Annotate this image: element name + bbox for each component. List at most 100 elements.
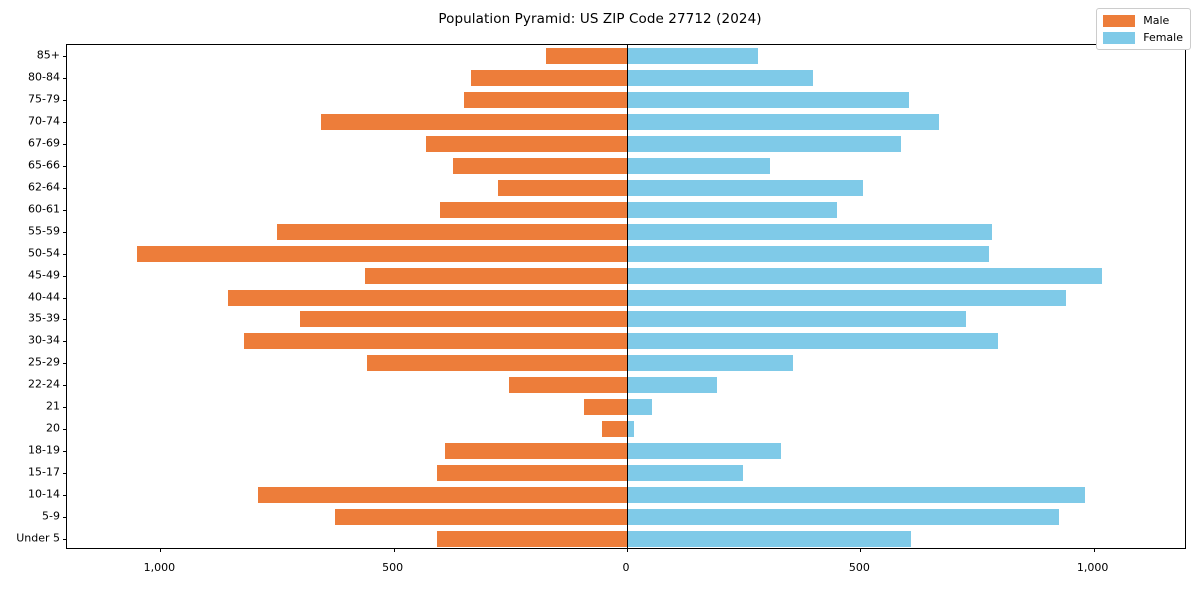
bar-male-65-66 bbox=[453, 157, 627, 174]
y-tick-mark bbox=[63, 121, 67, 123]
bar-male-21 bbox=[583, 399, 627, 416]
y-tick-mark bbox=[63, 319, 67, 321]
y-tick-mark bbox=[63, 165, 67, 167]
y-tick-mark bbox=[63, 297, 67, 299]
y-tick-label-25-29: 25-29 bbox=[28, 355, 60, 369]
bar-male-80-84 bbox=[470, 69, 627, 86]
y-tick-mark bbox=[63, 473, 67, 475]
x-tick-mark bbox=[393, 548, 395, 552]
y-tick-label-70-74: 70-74 bbox=[28, 114, 60, 128]
bar-male-10-14 bbox=[258, 487, 627, 504]
bar-male-75-79 bbox=[463, 91, 627, 108]
y-tick-label-30-34: 30-34 bbox=[28, 333, 60, 347]
y-tick-mark bbox=[63, 99, 67, 101]
y-tick-label-10-14: 10-14 bbox=[28, 487, 60, 501]
chart-title: Population Pyramid: US ZIP Code 27712 (2… bbox=[438, 11, 762, 27]
y-tick-label-85+: 85+ bbox=[36, 48, 60, 62]
bar-male-50-54 bbox=[137, 245, 627, 262]
y-tick-label-20: 20 bbox=[46, 421, 60, 435]
y-tick-mark bbox=[63, 363, 67, 365]
bar-male-5-9 bbox=[335, 509, 627, 526]
y-tick-mark bbox=[63, 495, 67, 497]
bar-female-under-5 bbox=[627, 531, 911, 548]
bar-male-70-74 bbox=[321, 113, 627, 130]
legend-label-male: Male bbox=[1143, 14, 1170, 27]
x-tick-label-3: 500 bbox=[848, 561, 870, 574]
bar-male-40-44 bbox=[228, 289, 627, 306]
y-tick-mark bbox=[63, 187, 67, 189]
bar-female-10-14 bbox=[627, 487, 1086, 504]
bar-male-30-34 bbox=[244, 333, 627, 350]
bar-female-80-84 bbox=[627, 69, 813, 86]
y-tick-label-5-9: 5-9 bbox=[42, 509, 60, 523]
y-tick-mark bbox=[63, 385, 67, 387]
axis-layer bbox=[63, 45, 1185, 552]
y-tick-mark bbox=[63, 451, 67, 453]
y-tick-label-under-5: Under 5 bbox=[16, 531, 60, 545]
x-tick-label-4: 1,000 bbox=[1076, 561, 1109, 574]
y-tick-mark bbox=[63, 55, 67, 57]
bars-layer bbox=[67, 45, 1185, 548]
legend-swatch-male bbox=[1103, 14, 1136, 27]
bar-female-85+ bbox=[627, 47, 758, 64]
y-tick-label-45-49: 45-49 bbox=[28, 268, 60, 282]
y-tick-mark bbox=[63, 143, 67, 145]
y-tick-mark bbox=[63, 77, 67, 79]
y-tick-label-75-79: 75-79 bbox=[28, 92, 60, 106]
y-tick-mark bbox=[63, 539, 67, 541]
y-tick-label-50-54: 50-54 bbox=[28, 246, 60, 260]
x-tick-mark bbox=[1093, 548, 1095, 552]
y-tick-label-55-59: 55-59 bbox=[28, 224, 60, 238]
y-tick-label-62-64: 62-64 bbox=[28, 180, 60, 194]
bar-female-21 bbox=[627, 399, 652, 416]
y-tick-mark bbox=[63, 253, 67, 255]
y-tick-label-18-19: 18-19 bbox=[28, 443, 60, 457]
x-tick-mark bbox=[160, 548, 162, 552]
chart-legend: Male Female bbox=[1096, 8, 1191, 50]
bar-female-50-54 bbox=[627, 245, 989, 262]
bar-female-67-69 bbox=[627, 135, 901, 152]
bar-female-45-49 bbox=[627, 267, 1102, 284]
bar-female-62-64 bbox=[627, 179, 863, 196]
bar-female-22-24 bbox=[627, 377, 717, 394]
y-tick-label-15-17: 15-17 bbox=[28, 465, 60, 479]
bar-female-25-29 bbox=[627, 355, 793, 372]
x-tick-mark bbox=[627, 548, 628, 552]
bar-male-60-61 bbox=[440, 201, 627, 218]
y-tick-mark bbox=[63, 429, 67, 431]
bar-female-60-61 bbox=[627, 201, 837, 218]
bar-female-70-74 bbox=[627, 113, 939, 130]
y-tick-label-22-24: 22-24 bbox=[28, 377, 60, 391]
bar-male-18-19 bbox=[445, 443, 627, 460]
plot-area bbox=[63, 44, 1186, 552]
legend-swatch-female bbox=[1103, 31, 1136, 44]
y-tick-label-60-61: 60-61 bbox=[28, 202, 60, 216]
bar-female-30-34 bbox=[627, 333, 998, 350]
bar-male-85+ bbox=[546, 47, 627, 64]
y-tick-label-65-66: 65-66 bbox=[28, 158, 60, 172]
y-tick-label-40-44: 40-44 bbox=[28, 290, 60, 303]
bar-male-45-49 bbox=[364, 267, 627, 284]
bar-male-under-5 bbox=[436, 531, 627, 548]
y-tick-mark bbox=[63, 341, 67, 343]
y-tick-mark bbox=[63, 209, 67, 211]
bar-male-15-17 bbox=[436, 465, 627, 482]
bar-male-22-24 bbox=[508, 377, 627, 394]
bar-male-20 bbox=[602, 421, 627, 438]
bar-male-25-29 bbox=[367, 355, 627, 372]
y-tick-mark bbox=[63, 275, 67, 277]
bar-female-15-17 bbox=[627, 465, 743, 482]
bar-male-62-64 bbox=[497, 179, 627, 196]
x-tick-mark bbox=[860, 548, 862, 552]
bar-female-65-66 bbox=[627, 157, 771, 174]
bar-male-55-59 bbox=[277, 223, 627, 240]
bar-female-18-19 bbox=[627, 443, 781, 460]
bar-female-35-39 bbox=[627, 311, 967, 328]
bar-male-35-39 bbox=[300, 311, 627, 328]
bar-female-5-9 bbox=[627, 509, 1059, 526]
y-tick-mark bbox=[63, 231, 67, 233]
y-tick-label-80-84: 80-84 bbox=[28, 70, 60, 84]
y-tick-label-35-39: 35-39 bbox=[28, 311, 60, 325]
bar-female-40-44 bbox=[627, 289, 1066, 306]
